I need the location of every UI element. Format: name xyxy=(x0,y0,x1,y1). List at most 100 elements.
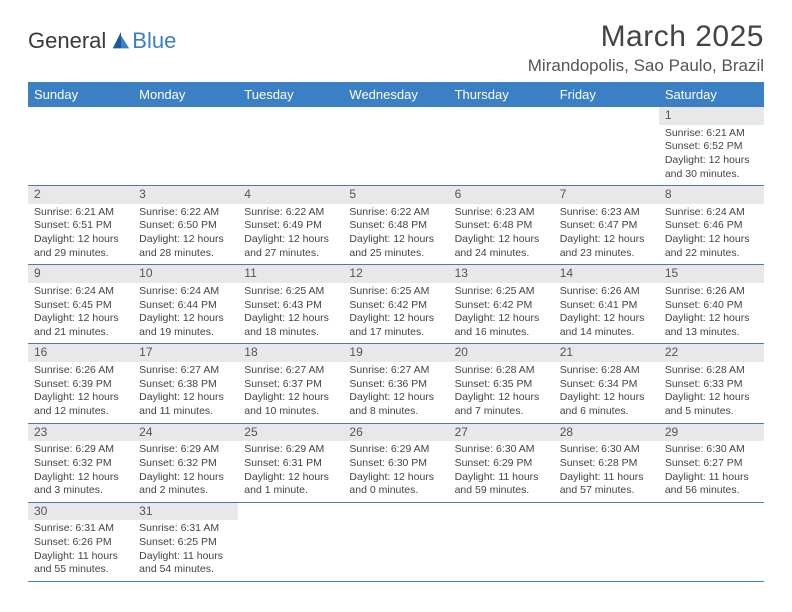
location: Mirandopolis, Sao Paulo, Brazil xyxy=(528,56,764,76)
calendar-day-cell xyxy=(659,502,764,581)
day-number: 11 xyxy=(238,265,343,283)
day-details: Sunrise: 6:29 AMSunset: 6:32 PMDaylight:… xyxy=(28,441,133,502)
calendar-day-cell: 5Sunrise: 6:22 AMSunset: 6:48 PMDaylight… xyxy=(343,186,448,265)
weekday-header: Friday xyxy=(554,82,659,107)
page-title: March 2025 xyxy=(528,20,764,54)
day-details: Sunrise: 6:25 AMSunset: 6:42 PMDaylight:… xyxy=(343,283,448,344)
calendar-day-cell xyxy=(343,107,448,186)
day-number: 28 xyxy=(554,424,659,442)
weekday-header: Saturday xyxy=(659,82,764,107)
day-number: 2 xyxy=(28,186,133,204)
calendar-day-cell: 23Sunrise: 6:29 AMSunset: 6:32 PMDayligh… xyxy=(28,423,133,502)
calendar-day-cell: 18Sunrise: 6:27 AMSunset: 6:37 PMDayligh… xyxy=(238,344,343,423)
weekday-header: Tuesday xyxy=(238,82,343,107)
day-number: 14 xyxy=(554,265,659,283)
header: General Blue March 2025 Mirandopolis, Sao… xyxy=(28,20,764,76)
day-details: Sunrise: 6:27 AMSunset: 6:36 PMDaylight:… xyxy=(343,362,448,423)
day-details: Sunrise: 6:24 AMSunset: 6:44 PMDaylight:… xyxy=(133,283,238,344)
calendar-day-cell: 11Sunrise: 6:25 AMSunset: 6:43 PMDayligh… xyxy=(238,265,343,344)
day-details: Sunrise: 6:22 AMSunset: 6:50 PMDaylight:… xyxy=(133,204,238,265)
day-number: 3 xyxy=(133,186,238,204)
calendar-day-cell xyxy=(238,107,343,186)
day-number: 7 xyxy=(554,186,659,204)
day-number: 15 xyxy=(659,265,764,283)
day-details: Sunrise: 6:23 AMSunset: 6:48 PMDaylight:… xyxy=(449,204,554,265)
day-number: 30 xyxy=(28,503,133,521)
calendar-body: 1Sunrise: 6:21 AMSunset: 6:52 PMDaylight… xyxy=(28,107,764,581)
calendar-day-cell: 8Sunrise: 6:24 AMSunset: 6:46 PMDaylight… xyxy=(659,186,764,265)
calendar-day-cell: 28Sunrise: 6:30 AMSunset: 6:28 PMDayligh… xyxy=(554,423,659,502)
calendar-day-cell xyxy=(449,107,554,186)
day-number: 23 xyxy=(28,424,133,442)
day-details: Sunrise: 6:22 AMSunset: 6:48 PMDaylight:… xyxy=(343,204,448,265)
day-number: 26 xyxy=(343,424,448,442)
calendar-day-cell: 25Sunrise: 6:29 AMSunset: 6:31 PMDayligh… xyxy=(238,423,343,502)
day-details: Sunrise: 6:29 AMSunset: 6:30 PMDaylight:… xyxy=(343,441,448,502)
day-details: Sunrise: 6:26 AMSunset: 6:39 PMDaylight:… xyxy=(28,362,133,423)
calendar-day-cell: 24Sunrise: 6:29 AMSunset: 6:32 PMDayligh… xyxy=(133,423,238,502)
logo-text-2: Blue xyxy=(132,28,176,54)
calendar-day-cell: 31Sunrise: 6:31 AMSunset: 6:25 PMDayligh… xyxy=(133,502,238,581)
day-details: Sunrise: 6:23 AMSunset: 6:47 PMDaylight:… xyxy=(554,204,659,265)
day-details: Sunrise: 6:21 AMSunset: 6:51 PMDaylight:… xyxy=(28,204,133,265)
day-number: 19 xyxy=(343,344,448,362)
day-number: 16 xyxy=(28,344,133,362)
calendar-day-cell: 14Sunrise: 6:26 AMSunset: 6:41 PMDayligh… xyxy=(554,265,659,344)
day-details: Sunrise: 6:26 AMSunset: 6:40 PMDaylight:… xyxy=(659,283,764,344)
calendar-week-row: 16Sunrise: 6:26 AMSunset: 6:39 PMDayligh… xyxy=(28,344,764,423)
calendar-day-cell: 15Sunrise: 6:26 AMSunset: 6:40 PMDayligh… xyxy=(659,265,764,344)
calendar-week-row: 30Sunrise: 6:31 AMSunset: 6:26 PMDayligh… xyxy=(28,502,764,581)
day-number: 4 xyxy=(238,186,343,204)
day-number: 31 xyxy=(133,503,238,521)
day-details: Sunrise: 6:30 AMSunset: 6:29 PMDaylight:… xyxy=(449,441,554,502)
calendar-day-cell xyxy=(133,107,238,186)
day-number: 18 xyxy=(238,344,343,362)
day-details: Sunrise: 6:27 AMSunset: 6:38 PMDaylight:… xyxy=(133,362,238,423)
day-details: Sunrise: 6:25 AMSunset: 6:43 PMDaylight:… xyxy=(238,283,343,344)
day-number: 12 xyxy=(343,265,448,283)
calendar-day-cell: 4Sunrise: 6:22 AMSunset: 6:49 PMDaylight… xyxy=(238,186,343,265)
day-number: 9 xyxy=(28,265,133,283)
day-details: Sunrise: 6:29 AMSunset: 6:32 PMDaylight:… xyxy=(133,441,238,502)
calendar-day-cell: 29Sunrise: 6:30 AMSunset: 6:27 PMDayligh… xyxy=(659,423,764,502)
calendar-day-cell: 1Sunrise: 6:21 AMSunset: 6:52 PMDaylight… xyxy=(659,107,764,186)
calendar-day-cell xyxy=(554,107,659,186)
calendar-day-cell: 3Sunrise: 6:22 AMSunset: 6:50 PMDaylight… xyxy=(133,186,238,265)
calendar-day-cell: 6Sunrise: 6:23 AMSunset: 6:48 PMDaylight… xyxy=(449,186,554,265)
day-number: 5 xyxy=(343,186,448,204)
day-number: 21 xyxy=(554,344,659,362)
calendar-day-cell: 27Sunrise: 6:30 AMSunset: 6:29 PMDayligh… xyxy=(449,423,554,502)
day-details: Sunrise: 6:24 AMSunset: 6:45 PMDaylight:… xyxy=(28,283,133,344)
day-number: 1 xyxy=(659,107,764,125)
calendar-day-cell: 22Sunrise: 6:28 AMSunset: 6:33 PMDayligh… xyxy=(659,344,764,423)
day-number: 10 xyxy=(133,265,238,283)
day-details: Sunrise: 6:28 AMSunset: 6:34 PMDaylight:… xyxy=(554,362,659,423)
day-number: 13 xyxy=(449,265,554,283)
logo-text-1: General xyxy=(28,28,106,54)
sail-icon xyxy=(110,30,132,52)
calendar-day-cell: 13Sunrise: 6:25 AMSunset: 6:42 PMDayligh… xyxy=(449,265,554,344)
calendar-day-cell: 2Sunrise: 6:21 AMSunset: 6:51 PMDaylight… xyxy=(28,186,133,265)
day-details: Sunrise: 6:30 AMSunset: 6:27 PMDaylight:… xyxy=(659,441,764,502)
day-number: 25 xyxy=(238,424,343,442)
day-number: 24 xyxy=(133,424,238,442)
calendar-week-row: 23Sunrise: 6:29 AMSunset: 6:32 PMDayligh… xyxy=(28,423,764,502)
calendar-day-cell xyxy=(28,107,133,186)
day-number: 8 xyxy=(659,186,764,204)
day-details: Sunrise: 6:31 AMSunset: 6:26 PMDaylight:… xyxy=(28,520,133,581)
calendar-day-cell xyxy=(554,502,659,581)
weekday-header: Sunday xyxy=(28,82,133,107)
day-number: 17 xyxy=(133,344,238,362)
calendar-day-cell: 16Sunrise: 6:26 AMSunset: 6:39 PMDayligh… xyxy=(28,344,133,423)
logo: General Blue xyxy=(28,20,176,54)
calendar-day-cell xyxy=(449,502,554,581)
calendar-day-cell: 12Sunrise: 6:25 AMSunset: 6:42 PMDayligh… xyxy=(343,265,448,344)
calendar-week-row: 9Sunrise: 6:24 AMSunset: 6:45 PMDaylight… xyxy=(28,265,764,344)
day-details: Sunrise: 6:26 AMSunset: 6:41 PMDaylight:… xyxy=(554,283,659,344)
calendar-day-cell: 30Sunrise: 6:31 AMSunset: 6:26 PMDayligh… xyxy=(28,502,133,581)
calendar-day-cell: 10Sunrise: 6:24 AMSunset: 6:44 PMDayligh… xyxy=(133,265,238,344)
calendar-day-cell: 17Sunrise: 6:27 AMSunset: 6:38 PMDayligh… xyxy=(133,344,238,423)
day-details: Sunrise: 6:30 AMSunset: 6:28 PMDaylight:… xyxy=(554,441,659,502)
weekday-header: Wednesday xyxy=(343,82,448,107)
day-number: 20 xyxy=(449,344,554,362)
